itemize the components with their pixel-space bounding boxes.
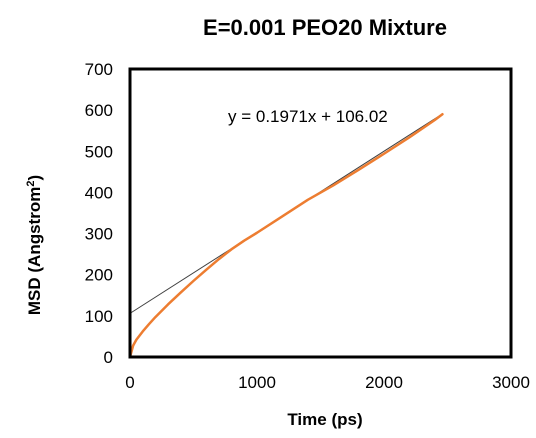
chart-title: E=0.001 PEO20 Mixture <box>203 15 447 40</box>
y-tick-label: 100 <box>85 307 113 326</box>
y-tick-label: 0 <box>104 348 113 367</box>
y-tick-label: 600 <box>85 101 113 120</box>
trendline-equation: y = 0.1971x + 106.02 <box>228 107 388 126</box>
x-tick-labels: 0 1000 2000 3000 <box>125 373 530 392</box>
x-tick-label: 2000 <box>365 373 403 392</box>
y-axis-label-close: ) <box>25 175 44 181</box>
y-tick-label: 300 <box>85 225 113 244</box>
y-axis-label: MSD (Angstrom2) <box>25 175 44 315</box>
plot-area-border <box>128 67 513 359</box>
x-tick-label: 0 <box>125 373 134 392</box>
y-axis-label-superscript: 2 <box>25 181 37 187</box>
y-tick-label: 400 <box>85 183 113 202</box>
svg-text:MSD (Angstrom2): MSD (Angstrom2) <box>25 175 44 315</box>
y-tick-label: 200 <box>85 266 113 285</box>
x-tick-label: 1000 <box>238 373 276 392</box>
series-line <box>128 113 444 359</box>
x-axis-label: Time (ps) <box>287 410 362 429</box>
y-axis-label-main: MSD (Angstrom <box>25 187 44 315</box>
y-tick-label: 700 <box>85 60 113 79</box>
y-tick-label: 500 <box>85 142 113 161</box>
y-tick-labels: 0 100 200 300 400 500 600 700 <box>85 60 113 367</box>
x-tick-label: 3000 <box>492 373 530 392</box>
